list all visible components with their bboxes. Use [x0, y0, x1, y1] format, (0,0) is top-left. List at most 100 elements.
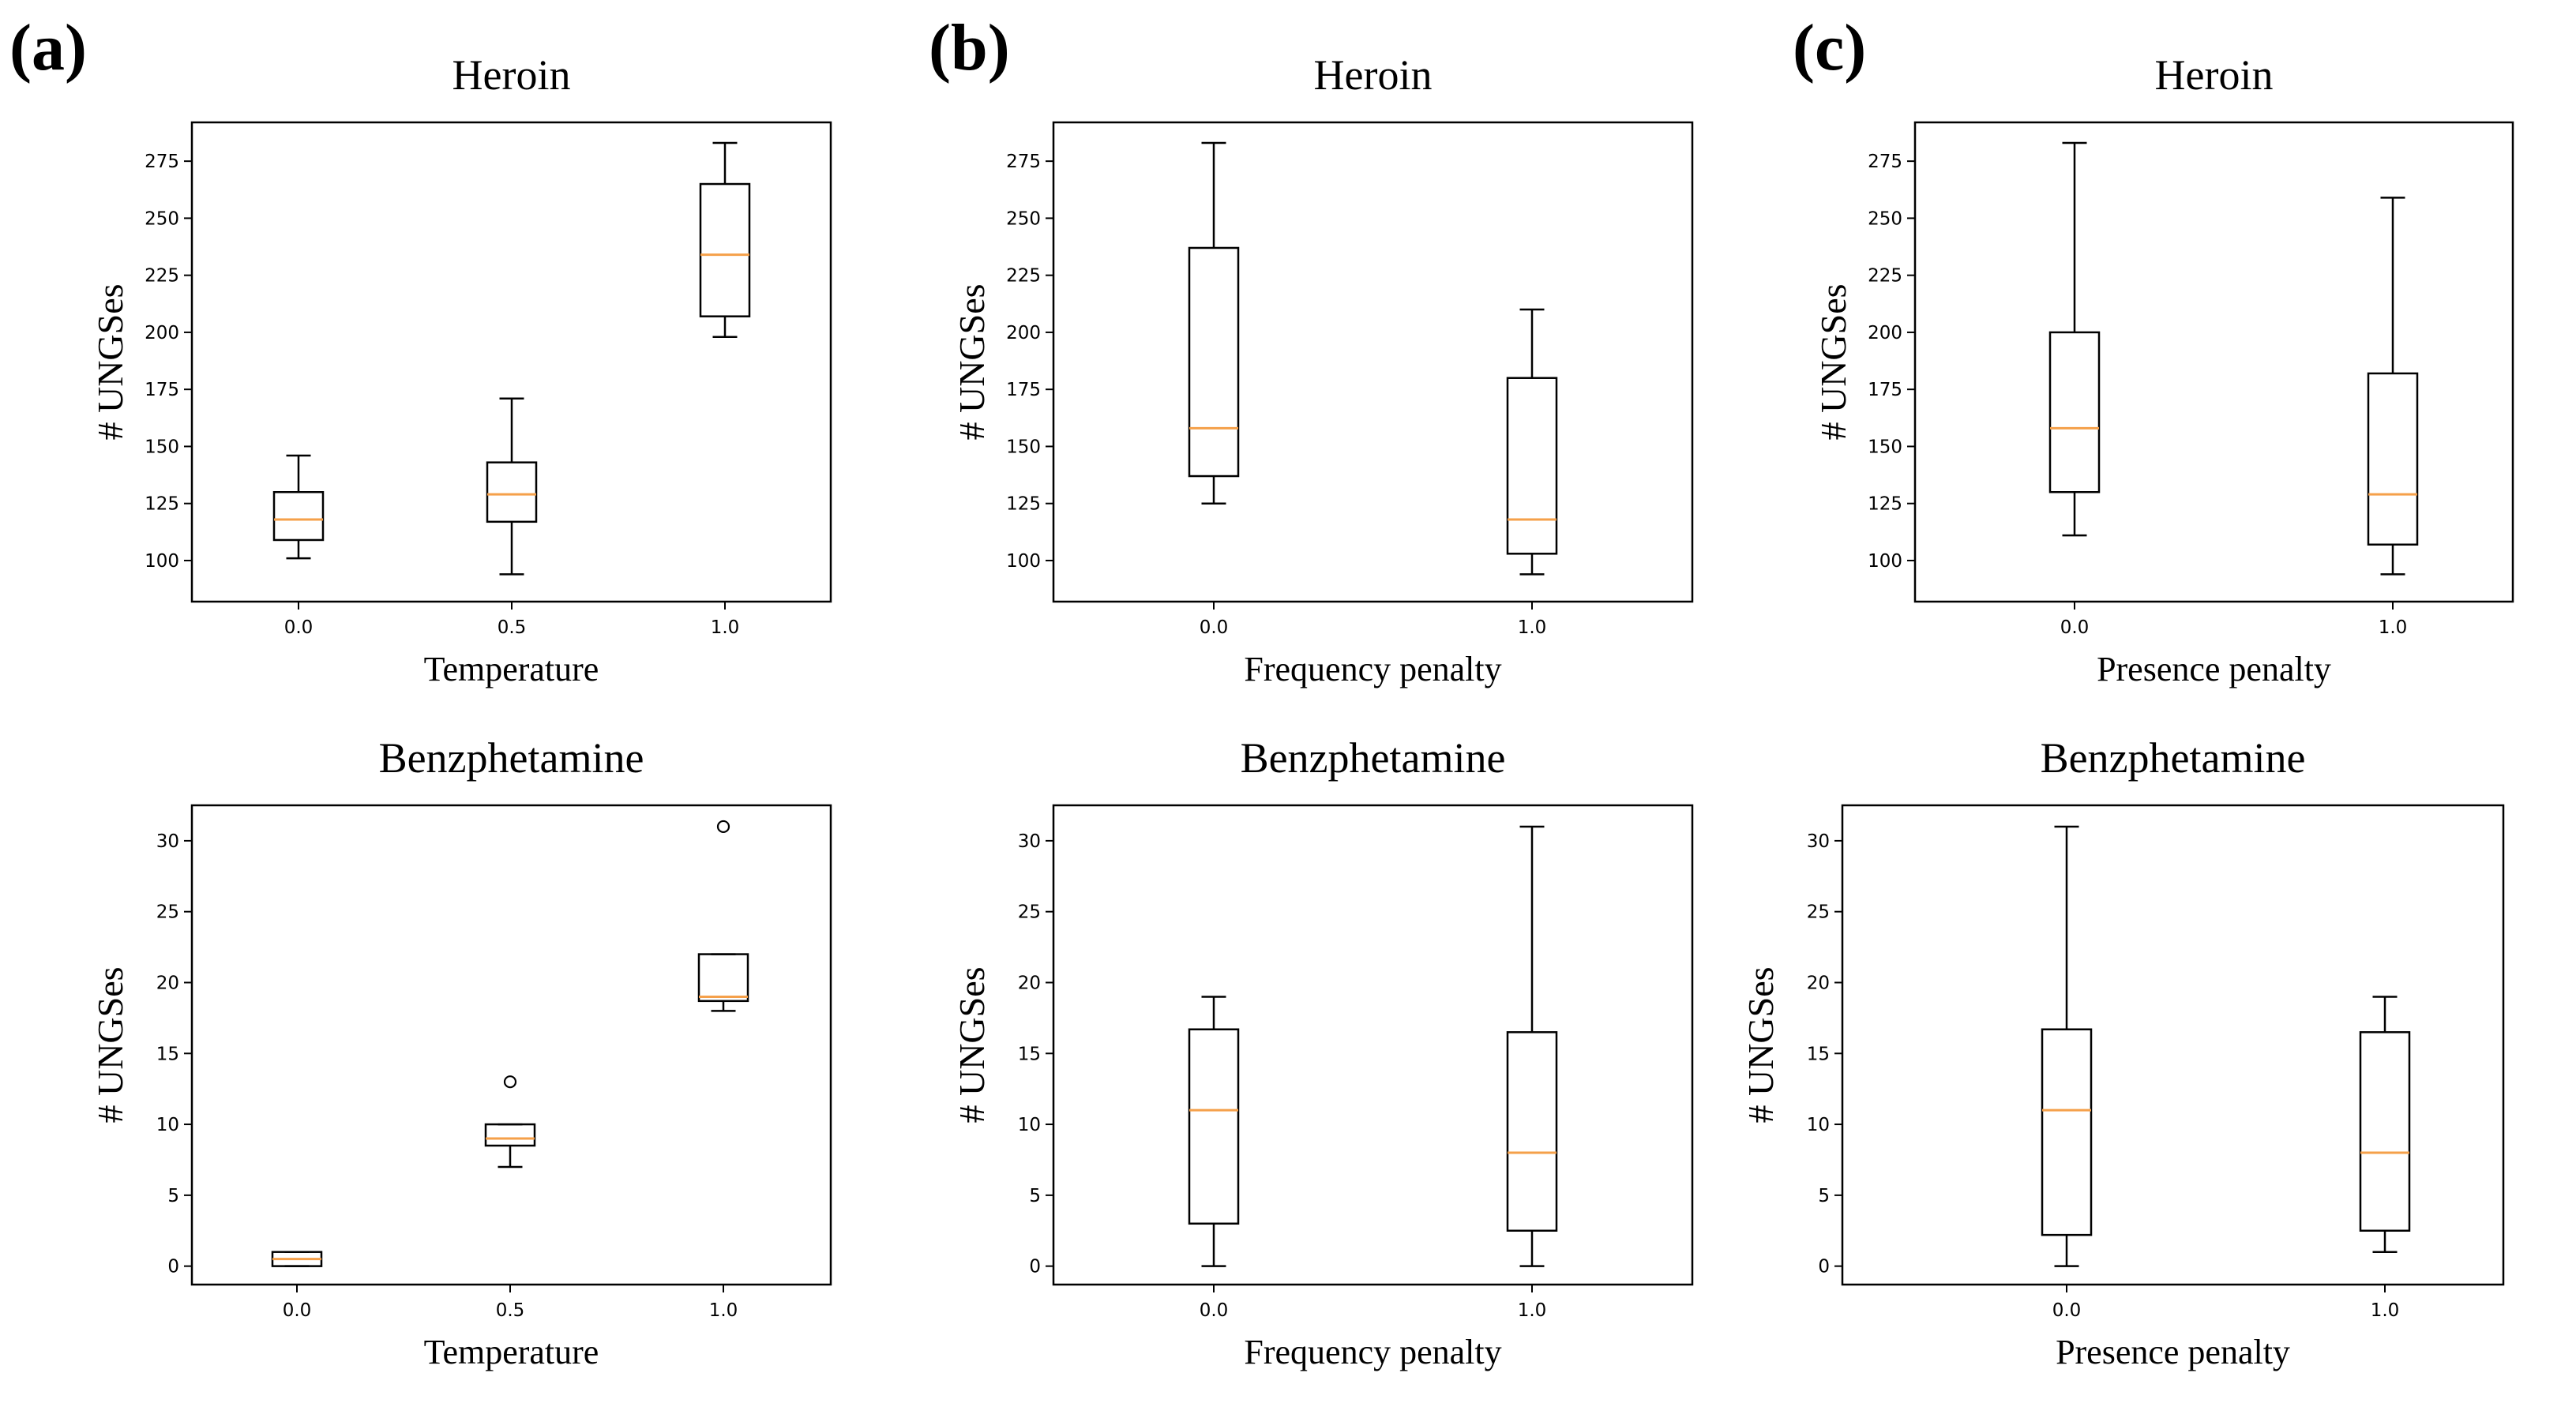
- y-tick-label: 5: [167, 1186, 179, 1206]
- y-tick-label: 20: [156, 973, 179, 993]
- axes-frame: [1841, 804, 2505, 1286]
- panel-label-b: (b): [929, 11, 1010, 84]
- chart-title: Heroin: [452, 51, 571, 99]
- chart-b-heroin-frequency-penalty: Heroin 100 125 150 175 200 225 250 275 0.0 1.0 Freq…: [952, 51, 1694, 688]
- chart-title: Heroin: [1314, 51, 1433, 99]
- box-iqr: [2359, 1031, 2411, 1232]
- x-tick-label: 1.0: [2371, 1300, 2400, 1321]
- box-1-0: [1506, 825, 1558, 1267]
- y-tick-label: 100: [145, 551, 179, 572]
- box-iqr: [2367, 372, 2419, 546]
- x-axis-label: Presence penalty: [2056, 1333, 2290, 1371]
- box-0-0: [2041, 825, 2093, 1267]
- y-tick-label: 275: [1868, 152, 1902, 172]
- box-1-0: [1506, 308, 1558, 576]
- y-tick-label: 30: [156, 831, 179, 852]
- outlier-point: [716, 820, 730, 834]
- box-0-0: [271, 1251, 323, 1267]
- y-tick-label: 15: [1807, 1044, 1830, 1064]
- x-tick-label: 0.5: [496, 1300, 525, 1321]
- y-tick-label: 250: [1006, 208, 1041, 229]
- chart-b-benzphetamine-frequency-penalty: Benzphetamine 0 5 10 15 20 25 30 0.0 1.0 Frequency…: [952, 734, 1694, 1371]
- box-iqr: [697, 953, 749, 1003]
- y-tick-label: 15: [156, 1044, 179, 1064]
- box-1-0: [699, 141, 751, 338]
- y-tick-label: 20: [1018, 973, 1041, 993]
- x-axis-label: Frequency penalty: [1244, 650, 1501, 688]
- box-1-0: [2367, 197, 2419, 576]
- y-tick-label: 150: [1006, 437, 1041, 457]
- x-tick-label: 0.0: [2060, 617, 2090, 638]
- y-tick-label: 100: [1868, 551, 1902, 572]
- box-iqr: [699, 182, 751, 317]
- y-tick-label: 125: [1006, 494, 1041, 515]
- y-axis-label: # UNGSes: [952, 283, 992, 440]
- x-axis-label: Frequency penalty: [1244, 1333, 1501, 1371]
- y-tick-label: 0: [1029, 1257, 1041, 1277]
- x-tick-label: 0.5: [498, 617, 527, 638]
- x-tick-label: 1.0: [1518, 1300, 1547, 1321]
- x-axis-label: Temperature: [424, 1333, 599, 1371]
- box-iqr: [484, 1123, 536, 1147]
- box-iqr: [1188, 246, 1240, 478]
- y-axis-label: # UNGSes: [1813, 283, 1853, 440]
- y-tick-label: 275: [145, 152, 179, 172]
- y-tick-label: 30: [1807, 831, 1830, 852]
- box-1-0: [2359, 996, 2411, 1253]
- box-iqr: [1506, 1031, 1558, 1232]
- y-tick-label: 150: [1868, 437, 1902, 457]
- y-tick-label: 5: [1818, 1186, 1830, 1206]
- x-axis-label: Temperature: [424, 650, 599, 688]
- y-tick-label: 15: [1018, 1044, 1041, 1064]
- y-tick-label: 10: [1018, 1115, 1041, 1135]
- box-0-0: [1188, 996, 1240, 1267]
- panel-label-c: (c): [1793, 11, 1866, 84]
- y-tick-label: 225: [1006, 266, 1041, 287]
- box-iqr: [1188, 1028, 1240, 1225]
- y-axis-label: # UNGSes: [1740, 966, 1781, 1123]
- x-tick-label: 0.0: [283, 1300, 312, 1321]
- y-tick-label: 225: [1868, 266, 1902, 287]
- chart-c-heroin-presence-penalty: Heroin 100 125 150 175 200 225 250 275 0.0 1.0 Pres…: [1813, 51, 2514, 688]
- y-tick-label: 100: [1006, 551, 1041, 572]
- chart-title: Benzphetamine: [379, 734, 644, 782]
- chart-c-benzphetamine-presence-penalty: Benzphetamine 0 5 10 15 20 25 30 0.0 1.0 Presence …: [1740, 734, 2505, 1371]
- x-tick-label: 1.0: [2379, 617, 2408, 638]
- x-tick-label: 0.0: [1200, 1300, 1229, 1321]
- box-0-0: [272, 454, 325, 560]
- y-tick-label: 0: [1818, 1257, 1830, 1277]
- box-iqr: [272, 491, 325, 542]
- x-tick-label: 0.0: [2052, 1300, 2082, 1321]
- box-0-0: [2048, 141, 2101, 537]
- x-tick-label: 0.0: [284, 617, 314, 638]
- y-axis-label: # UNGSes: [90, 966, 130, 1123]
- chart-a-heroin-temperature: Heroin 100 125 150 175 200 225 250 275 0.0 0.5 1.0 T…: [90, 51, 832, 688]
- box-iqr: [2048, 331, 2101, 493]
- y-tick-label: 30: [1018, 831, 1041, 852]
- y-tick-label: 150: [145, 437, 179, 457]
- y-tick-label: 200: [145, 323, 179, 343]
- box-0-5: [484, 1075, 536, 1169]
- axes-frame: [1052, 804, 1694, 1286]
- y-tick-label: 125: [145, 494, 179, 515]
- x-tick-label: 1.0: [709, 1300, 738, 1321]
- y-tick-label: 175: [1006, 380, 1041, 400]
- x-tick-label: 1.0: [1518, 617, 1547, 638]
- axes-frame: [1913, 121, 2514, 603]
- y-tick-label: 250: [145, 208, 179, 229]
- x-axis-label: Presence penalty: [2097, 650, 2331, 688]
- box-iqr: [486, 461, 538, 523]
- chart-title: Benzphetamine: [2041, 734, 2306, 782]
- y-tick-label: 175: [1868, 380, 1902, 400]
- panel-label-a: (a): [9, 11, 87, 84]
- y-tick-label: 250: [1868, 208, 1902, 229]
- y-tick-label: 125: [1868, 494, 1902, 515]
- y-tick-label: 0: [167, 1257, 179, 1277]
- y-tick-label: 225: [145, 266, 179, 287]
- y-tick-label: 200: [1006, 323, 1041, 343]
- chart-title: Benzphetamine: [1241, 734, 1506, 782]
- y-tick-label: 175: [145, 380, 179, 400]
- x-tick-label: 0.0: [1200, 617, 1229, 638]
